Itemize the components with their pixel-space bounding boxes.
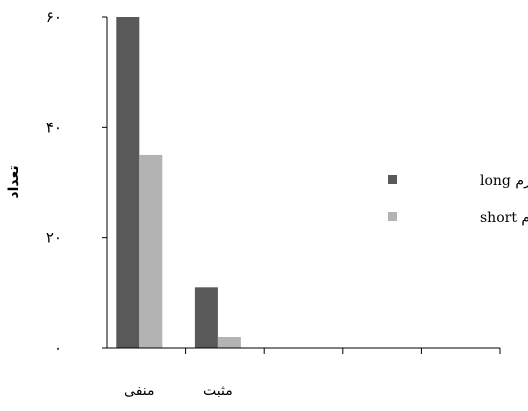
- axes-group: [106, 17, 500, 349]
- bars-group: [116, 17, 241, 348]
- legend-swatch-long: [388, 175, 397, 184]
- legend: ایزوفرم long ایزوفرم short: [388, 173, 528, 226]
- legend-label-long: ایزوفرم long: [480, 173, 528, 189]
- y-tick-label: ۰: [54, 339, 62, 357]
- bar-long-0: [116, 17, 140, 348]
- y-tick-label: ۶۰: [46, 8, 62, 26]
- x-category-label: منفی: [124, 383, 154, 399]
- y-ticks-group: ۰ ۲۰ ۴۰ ۶۰: [46, 8, 107, 357]
- bar-short-1: [217, 336, 241, 348]
- category-labels-group: منفی مثبت: [124, 383, 233, 399]
- x-ticks-group: [185, 348, 501, 354]
- y-tick-label: ۴۰: [46, 118, 62, 136]
- x-category-label: مثبت: [203, 383, 233, 399]
- bar-long-1: [194, 287, 218, 348]
- legend-swatch-short: [388, 212, 397, 221]
- y-axis-label: تعداد: [6, 165, 22, 198]
- legend-label-short: ایزوفرم short: [480, 210, 528, 226]
- bar-short-0: [139, 154, 163, 348]
- y-tick-label: ۲۰: [46, 229, 62, 247]
